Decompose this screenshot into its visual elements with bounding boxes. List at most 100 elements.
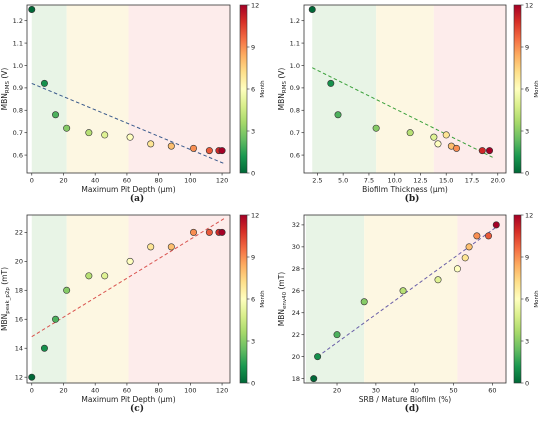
x-tick-label: 7.5 [364, 177, 374, 185]
y-label-main: MBN [277, 309, 286, 326]
data-point [205, 228, 213, 236]
panel-label: (d) [405, 403, 420, 414]
region-green [31, 5, 67, 173]
data-point [360, 298, 368, 306]
data-point [63, 286, 71, 294]
colorbar-tick-label: 0 [525, 169, 529, 177]
x-tick-label: 17.5 [465, 177, 479, 185]
data-point [453, 265, 461, 273]
colorbar-label: Month [534, 290, 540, 308]
y-tick-label: 0.7 [290, 129, 300, 137]
y-label-main: MBN [277, 93, 286, 110]
y-label-unit: (V) [277, 68, 286, 81]
x-tick-label: 20 [59, 177, 67, 185]
colorbar-tick-label: 0 [251, 379, 255, 387]
colorbar-tick-label: 12 [251, 211, 259, 219]
x-tick-label: 120 [216, 387, 228, 395]
data-point [399, 287, 407, 295]
x-axis-label: Maximum Pit Depth (μm) [81, 395, 175, 404]
fit-line [317, 226, 497, 358]
data-point [314, 353, 322, 361]
panel-label: (a) [130, 193, 144, 204]
x-tick-label: 60 [123, 177, 131, 185]
data-point [167, 243, 175, 251]
y-label-unit: (V) [0, 68, 9, 81]
x-tick-label: 12.5 [413, 177, 427, 185]
data-point [453, 144, 461, 152]
chart-panel-2: 2.5 5.0 7.5 10.0 12.5 15.0 17.5 20.0 0.6 0.7 0.8 0.… [277, 1, 540, 204]
colorbar [513, 214, 522, 384]
data-point [126, 133, 134, 141]
plot-frame [26, 214, 231, 384]
y-axis-label: MBNRMS (V) [0, 68, 11, 111]
y-tick-label: 16 [15, 316, 23, 324]
colorbar-tick-label: 3 [525, 127, 529, 135]
colorbar-tick-label: 6 [251, 85, 255, 93]
x-tick-label: 20 [59, 387, 67, 395]
data-point [406, 129, 414, 137]
plot-frame [303, 4, 507, 174]
y-tick-label: 0.7 [13, 129, 23, 137]
x-tick-label: 30 [372, 387, 380, 395]
region-yellow [364, 215, 458, 383]
y-tick-label: 18 [15, 287, 23, 295]
data-point [85, 129, 93, 137]
y-tick-label: 28 [292, 265, 300, 273]
x-tick-label: 15.0 [439, 177, 453, 185]
colorbar-tick-label: 12 [525, 1, 533, 9]
y-tick-label: 32 [292, 221, 300, 229]
data-point [333, 331, 341, 339]
y-tick-label: 0.9 [290, 84, 300, 92]
y-tick-label: 22 [292, 331, 300, 339]
y-label-sub: RMS [282, 81, 288, 94]
x-tick-label: 5.0 [338, 177, 348, 185]
y-axis-label: MBNRMS (V) [277, 68, 288, 111]
region-green [312, 5, 377, 173]
colorbar-label: Month [260, 80, 266, 98]
region-green [31, 215, 67, 383]
colorbar-tick-label: 12 [525, 211, 533, 219]
colorbar-label: Month [534, 80, 540, 98]
x-axis-label: Maximum Pit Depth (μm) [81, 185, 175, 194]
colorbar-tick-label: 12 [251, 1, 259, 9]
plot-frame [303, 214, 507, 384]
y-tick-label: 30 [292, 243, 300, 251]
colorbar-label: Month [260, 290, 266, 308]
data-point [473, 232, 481, 240]
data-point [126, 257, 134, 265]
y-axis-label: MBNenv40 (mT) [277, 272, 288, 327]
data-point [28, 373, 36, 381]
colorbar-tick-label: 3 [525, 337, 529, 345]
data-point [101, 272, 109, 280]
colorbar-tick-label: 9 [525, 253, 529, 261]
data-point [434, 276, 442, 284]
y-label-main: MBN [0, 314, 9, 331]
data-point [430, 133, 438, 141]
data-point [147, 243, 155, 251]
panel-label: (b) [405, 193, 420, 204]
y-tick-label: 24 [292, 309, 300, 317]
x-tick-label: 60 [123, 387, 131, 395]
data-point [372, 124, 380, 132]
region-red [433, 5, 506, 173]
y-label-unit: (mT) [0, 267, 9, 287]
data-point [310, 375, 318, 383]
x-tick-label: 80 [154, 177, 162, 185]
y-tick-label: 20 [15, 258, 23, 266]
colorbar-tick-label: 9 [525, 43, 529, 51]
x-tick-label: 20 [333, 387, 341, 395]
data-point [167, 142, 175, 150]
y-tick-label: 20 [292, 353, 300, 361]
data-point [40, 344, 48, 352]
y-label-sub: peak_p2p [5, 287, 11, 314]
x-tick-label: 60 [488, 387, 496, 395]
chart-panel-1: 0 20 40 60 80 100 1200.60.70.80.91.01.11.2Maxi… [0, 1, 266, 204]
colorbar-tick-label: 6 [251, 295, 255, 303]
y-label-sub: env40 [282, 291, 288, 309]
data-point [190, 228, 198, 236]
data-point [205, 147, 213, 155]
y-tick-label: 18 [292, 375, 300, 383]
data-point [52, 315, 60, 323]
